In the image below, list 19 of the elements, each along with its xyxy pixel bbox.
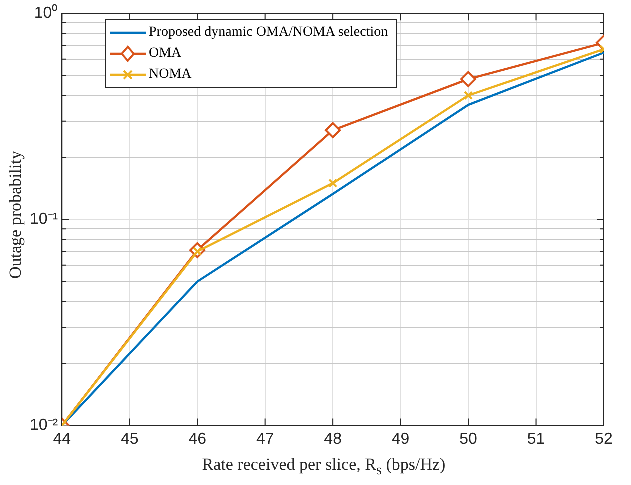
x-tick-label: 46 [188, 430, 207, 448]
legend-label: NOMA [149, 66, 192, 82]
x-tick-label: 49 [392, 430, 410, 448]
y-tick-label: 10⁻¹ [30, 211, 58, 228]
legend-label: Proposed dynamic OMA/NOMA selection [149, 24, 388, 40]
y-axis-title: Outage probability [6, 150, 26, 281]
x-tick-label: 50 [460, 430, 478, 448]
point [325, 122, 342, 138]
x-tick-label: 47 [256, 430, 274, 448]
x-tick-label: 45 [120, 430, 139, 448]
x-tick-label: 52 [595, 430, 613, 448]
y-tick-label: 10⁰ [34, 4, 58, 22]
point [464, 91, 474, 100]
point [328, 178, 338, 188]
legend-label: OMA [149, 46, 182, 62]
x-tick-label: 51 [527, 430, 546, 448]
x-axis-title: Rate received per slice, R$_{s}$ (bps/Hz) [201, 455, 447, 480]
point [460, 71, 477, 88]
x-tick-label: 48 [324, 430, 342, 448]
